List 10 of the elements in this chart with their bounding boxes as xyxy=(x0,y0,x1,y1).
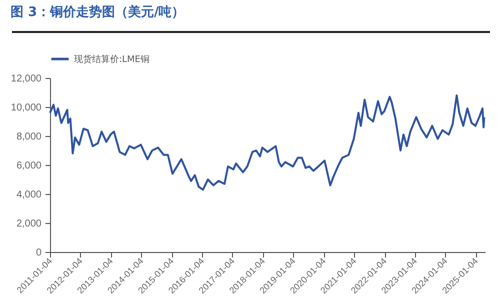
y-tick-label: 6,000 xyxy=(16,160,42,172)
line-series xyxy=(49,94,486,191)
y-tick-label: 0 xyxy=(36,248,42,258)
y-tick-label: 2,000 xyxy=(16,218,42,230)
y-tick-label: 12,000 xyxy=(10,74,42,84)
y-tick-label: 4,000 xyxy=(16,190,42,200)
legend-label: 现货结算价:LME铜 xyxy=(74,54,150,65)
chart-title: 图 3：铜价走势图（美元/吨） xyxy=(10,4,185,20)
y-tick-label: 10,000 xyxy=(10,102,42,114)
y-tick-label: 8,000 xyxy=(16,132,42,142)
